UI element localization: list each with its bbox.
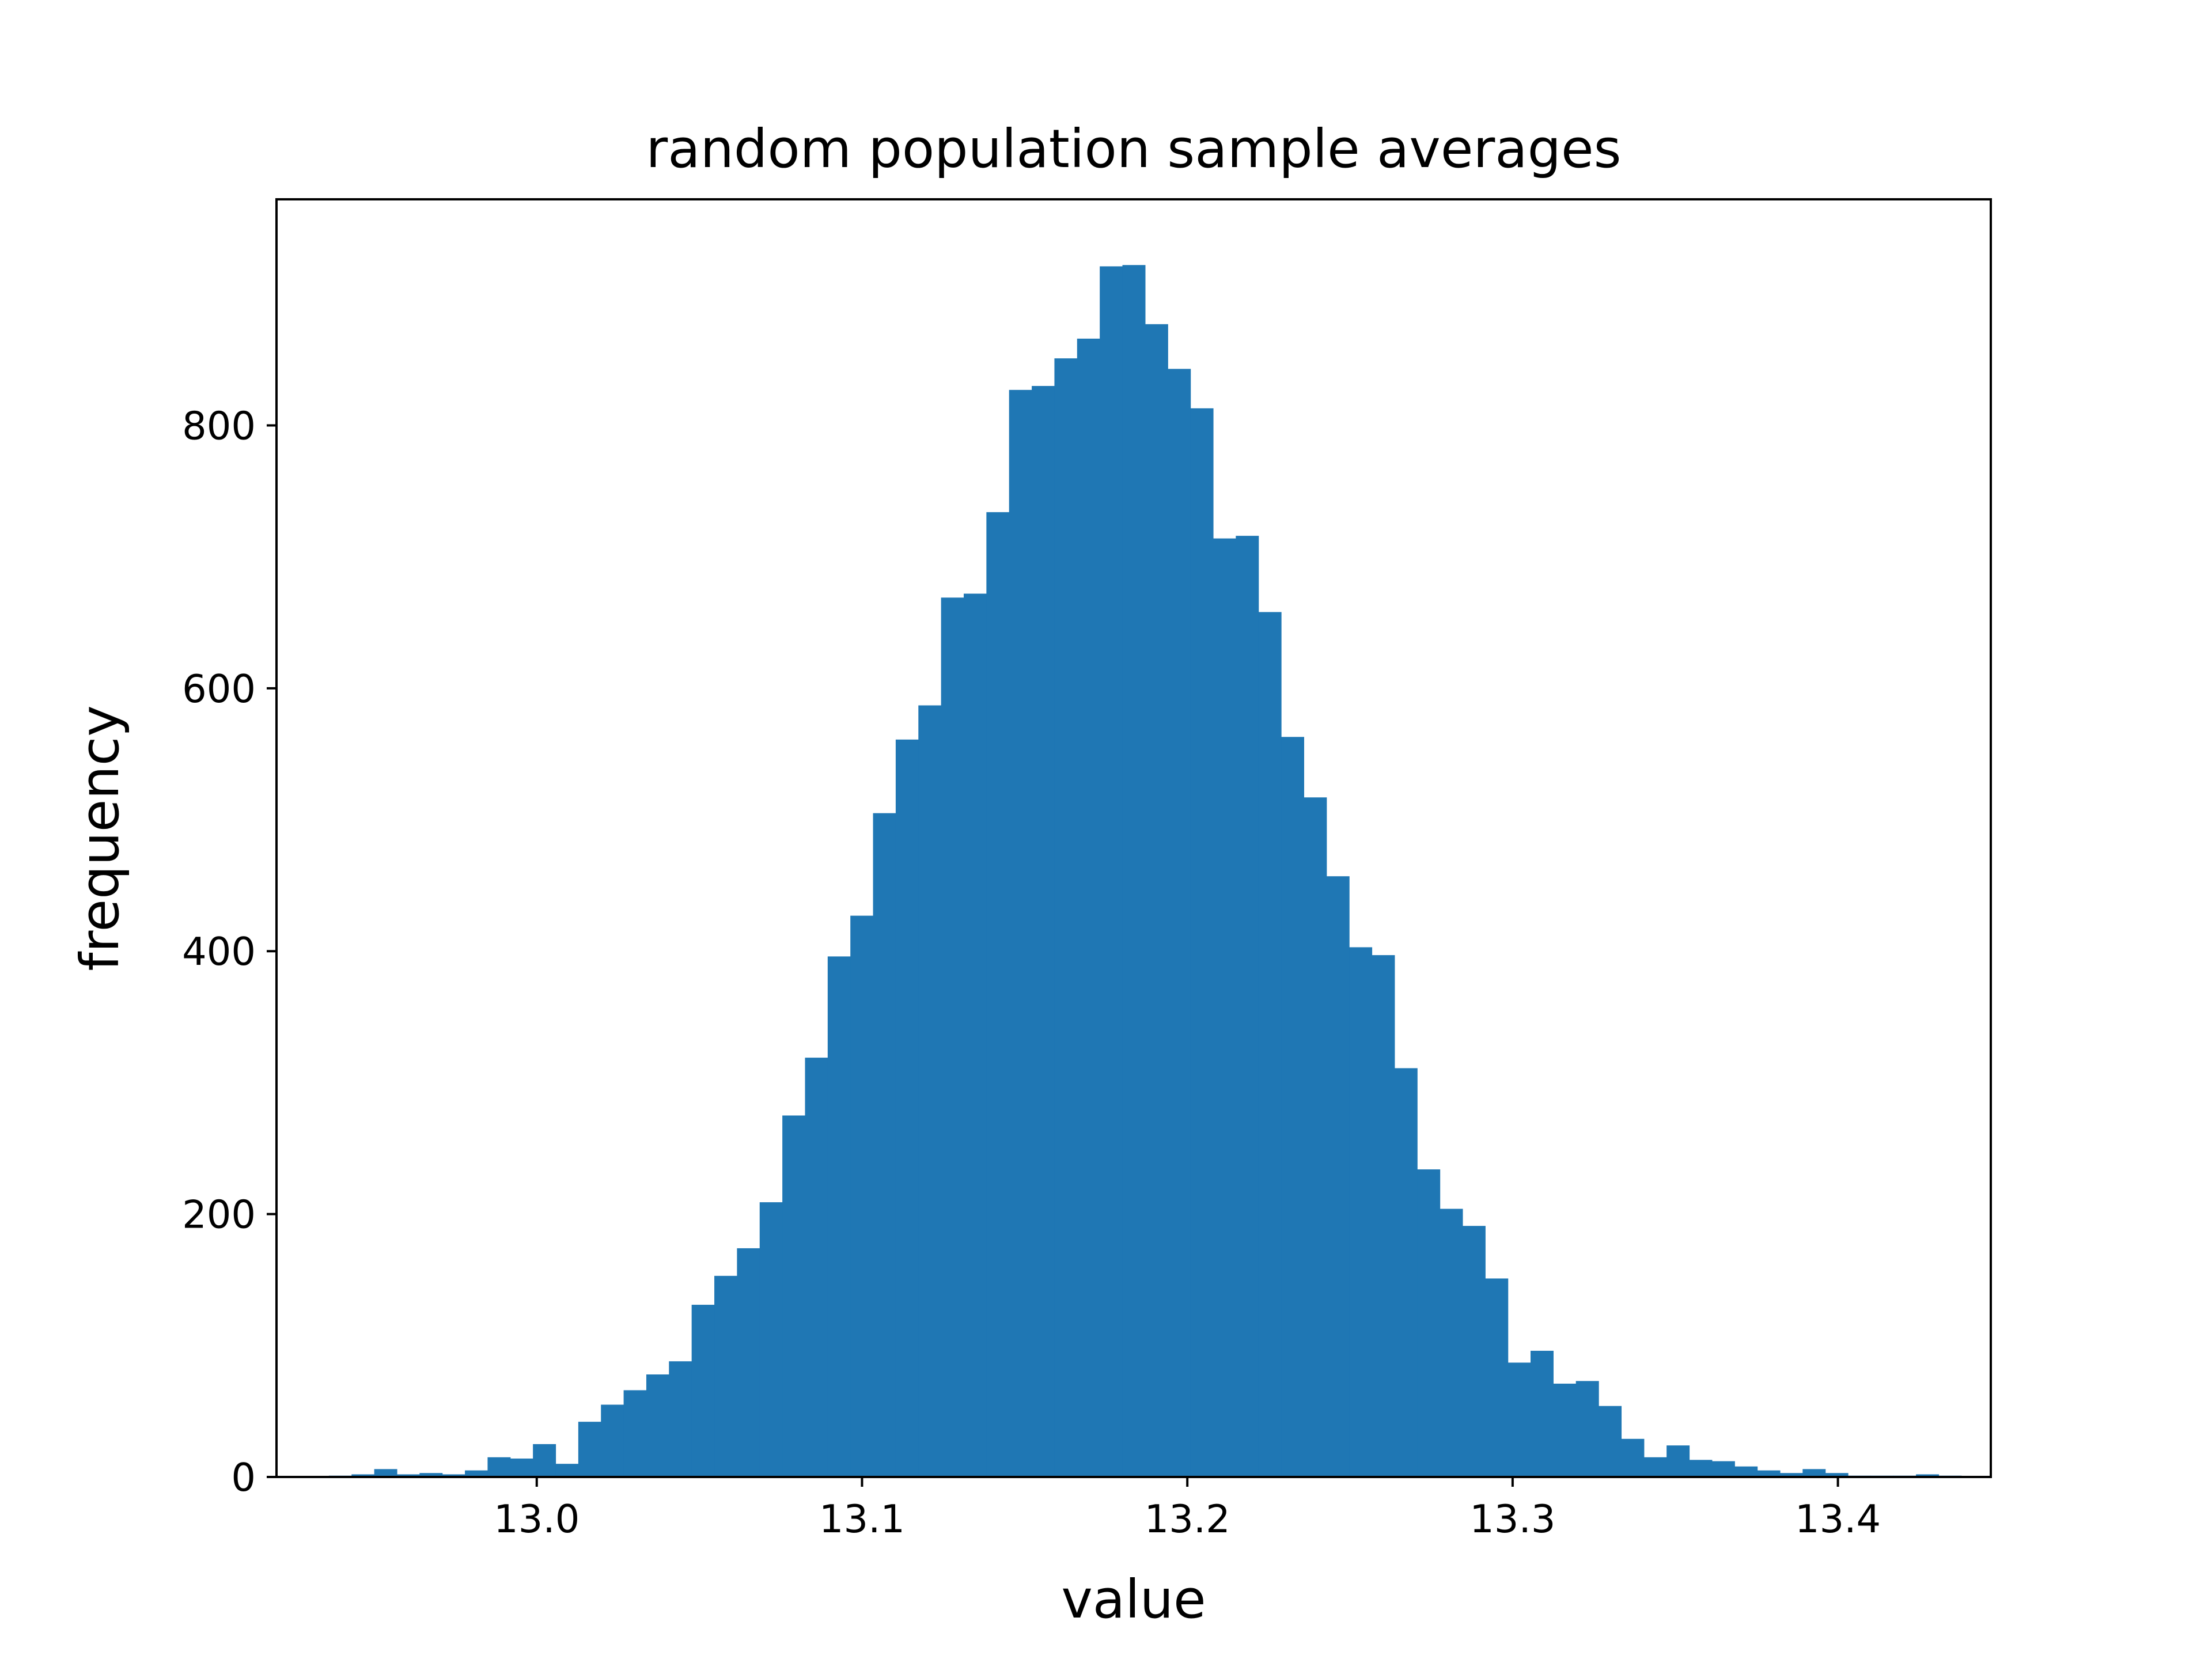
x-tick-label: 13.2 bbox=[1145, 1497, 1230, 1541]
histogram-bar bbox=[1258, 612, 1282, 1477]
histogram-bar bbox=[850, 915, 874, 1477]
y-tick-label: 0 bbox=[231, 1455, 256, 1500]
histogram-bar bbox=[1485, 1278, 1509, 1477]
histogram-bar bbox=[1077, 338, 1100, 1477]
histogram-bar bbox=[442, 1474, 465, 1477]
histogram-bar bbox=[1168, 369, 1191, 1477]
histogram-bar bbox=[1236, 536, 1259, 1478]
histogram-bar bbox=[941, 597, 964, 1477]
histogram-bar bbox=[374, 1469, 397, 1477]
histogram-bar bbox=[737, 1248, 760, 1477]
histogram-bar bbox=[623, 1390, 647, 1477]
histogram-bar bbox=[1575, 1381, 1599, 1477]
histogram-bar bbox=[397, 1474, 420, 1477]
histogram-bar bbox=[1145, 324, 1168, 1477]
x-axis-ticks: 13.0 13.1 13.2 13.3 13.4 bbox=[494, 1477, 1881, 1541]
histogram-bar bbox=[1553, 1383, 1577, 1477]
histogram-bar bbox=[1122, 265, 1146, 1477]
histogram-bar bbox=[986, 512, 1010, 1477]
histogram-bar bbox=[895, 739, 919, 1477]
histogram-bar bbox=[1054, 358, 1078, 1477]
histogram-bar bbox=[1802, 1469, 1826, 1477]
histogram-bar bbox=[1689, 1460, 1713, 1477]
histogram-bar bbox=[1440, 1209, 1463, 1477]
x-tick-label: 13.3 bbox=[1469, 1497, 1555, 1541]
histogram-bar bbox=[465, 1470, 488, 1477]
histogram-bar bbox=[351, 1474, 375, 1477]
histogram-bar bbox=[805, 1058, 828, 1477]
histogram-bar bbox=[1621, 1438, 1645, 1477]
histogram-bar bbox=[1394, 1068, 1418, 1477]
histogram-bar bbox=[1326, 876, 1350, 1477]
histogram-bar bbox=[1213, 538, 1236, 1477]
histogram-bar bbox=[510, 1459, 533, 1477]
histogram-bar bbox=[669, 1361, 692, 1477]
plot-frame bbox=[275, 198, 1992, 1478]
x-tick-label: 13.0 bbox=[494, 1497, 579, 1541]
histogram-bar bbox=[1757, 1470, 1781, 1477]
histogram-bar bbox=[1916, 1474, 1940, 1477]
histogram-bar bbox=[1009, 389, 1032, 1477]
histogram-bar bbox=[873, 813, 896, 1477]
histogram-bar bbox=[578, 1422, 601, 1477]
histogram-bar bbox=[1508, 1362, 1531, 1477]
histogram-bar bbox=[964, 593, 987, 1477]
histogram-bar bbox=[646, 1374, 669, 1477]
histogram-bar bbox=[487, 1457, 511, 1477]
bars-group bbox=[328, 265, 1962, 1478]
histogram-bar bbox=[1417, 1169, 1441, 1477]
histogram-bar bbox=[1643, 1457, 1667, 1477]
histogram-bar bbox=[1599, 1406, 1622, 1477]
chart-title: random population sample averages bbox=[646, 118, 1621, 180]
histogram-bar bbox=[1100, 266, 1123, 1478]
histogram-bar bbox=[714, 1275, 737, 1477]
histogram-bar bbox=[1734, 1466, 1758, 1477]
y-axis-ticks: 0 200 400 600 800 bbox=[182, 403, 276, 1500]
histogram-bar bbox=[1666, 1445, 1690, 1477]
histogram-bar bbox=[918, 705, 942, 1477]
histogram-bar bbox=[1531, 1350, 1554, 1477]
histogram-bar bbox=[1032, 386, 1055, 1477]
histogram-bar bbox=[1304, 797, 1327, 1477]
histogram-bar bbox=[1372, 955, 1395, 1477]
x-axis-label: value bbox=[1061, 1569, 1206, 1630]
histogram-bar bbox=[1190, 408, 1214, 1477]
x-tick-label: 13.4 bbox=[1795, 1497, 1881, 1541]
y-tick-label: 200 bbox=[182, 1192, 256, 1237]
y-tick-label: 400 bbox=[182, 929, 256, 974]
histogram-bar bbox=[419, 1473, 443, 1477]
histogram-bar bbox=[691, 1305, 715, 1477]
histogram-bar bbox=[759, 1202, 783, 1477]
y-tick-label: 800 bbox=[182, 403, 256, 448]
histogram-bar bbox=[1281, 737, 1304, 1477]
histogram-bar bbox=[555, 1464, 579, 1477]
histogram-bar bbox=[1711, 1461, 1735, 1477]
histogram-bar bbox=[782, 1115, 806, 1477]
y-axis-label: frequency bbox=[69, 705, 131, 971]
histogram-bar bbox=[827, 956, 851, 1477]
x-tick-label: 13.1 bbox=[819, 1497, 905, 1541]
histogram-bar bbox=[1779, 1473, 1803, 1477]
histogram-bar bbox=[533, 1444, 556, 1477]
histogram-bar bbox=[1825, 1473, 1849, 1477]
histogram-bar bbox=[601, 1404, 624, 1477]
y-tick-label: 600 bbox=[182, 666, 256, 711]
histogram-bar bbox=[1349, 947, 1373, 1477]
histogram-bar bbox=[1462, 1226, 1486, 1477]
